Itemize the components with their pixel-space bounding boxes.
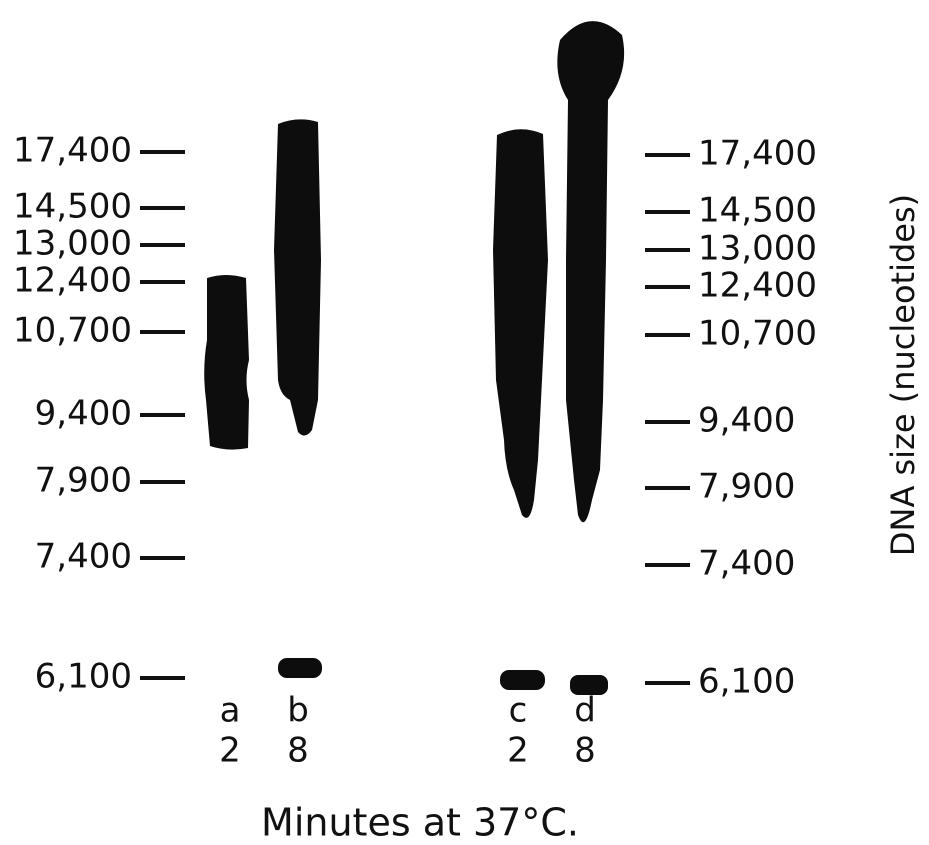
lane-c-band bbox=[500, 670, 545, 690]
lane-minutes: 8 bbox=[574, 731, 596, 771]
marker-label-right: 14,500 bbox=[698, 191, 817, 231]
marker-label-right: 9,400 bbox=[698, 401, 795, 441]
marker-label-right: 7,900 bbox=[698, 467, 795, 507]
marker-label-left: 17,400 bbox=[13, 131, 132, 171]
lane-minutes: 2 bbox=[219, 731, 241, 771]
axis-title: DNA size (nucleotides) bbox=[884, 194, 922, 556]
marker-label-left: 7,400 bbox=[35, 537, 132, 577]
marker-label-left: 7,900 bbox=[35, 461, 132, 501]
marker-label-right: 7,400 bbox=[698, 544, 795, 584]
marker-label-right: 12,400 bbox=[698, 266, 817, 306]
lane-b-band bbox=[278, 658, 322, 678]
marker-label-right: 17,400 bbox=[698, 134, 817, 174]
lane-letter: a bbox=[220, 691, 241, 731]
lane-c-smear bbox=[493, 129, 548, 518]
marker-label-right: 6,100 bbox=[698, 662, 795, 702]
marker-label-left: 12,400 bbox=[13, 261, 132, 301]
lane-letter: b bbox=[287, 691, 309, 731]
lane-letter: d bbox=[574, 691, 596, 731]
marker-label-left: 10,700 bbox=[13, 311, 132, 351]
marker-label-left: 6,100 bbox=[35, 657, 132, 697]
lane-a-smear bbox=[204, 275, 249, 450]
marker-label-right: 13,000 bbox=[698, 229, 817, 269]
lane-b-smear bbox=[274, 119, 321, 436]
marker-label-left: 14,500 bbox=[13, 187, 132, 227]
lane-minutes: 2 bbox=[507, 731, 529, 771]
marker-label-left: 13,000 bbox=[13, 224, 132, 264]
lane-minutes: 8 bbox=[287, 731, 309, 771]
lane-letter: c bbox=[509, 691, 528, 731]
lane-d-smear bbox=[557, 21, 625, 523]
marker-label-right: 10,700 bbox=[698, 314, 817, 354]
lane-d-band bbox=[570, 675, 608, 695]
marker-label-left: 9,400 bbox=[35, 394, 132, 434]
caption: Minutes at 37°C. bbox=[261, 801, 579, 845]
